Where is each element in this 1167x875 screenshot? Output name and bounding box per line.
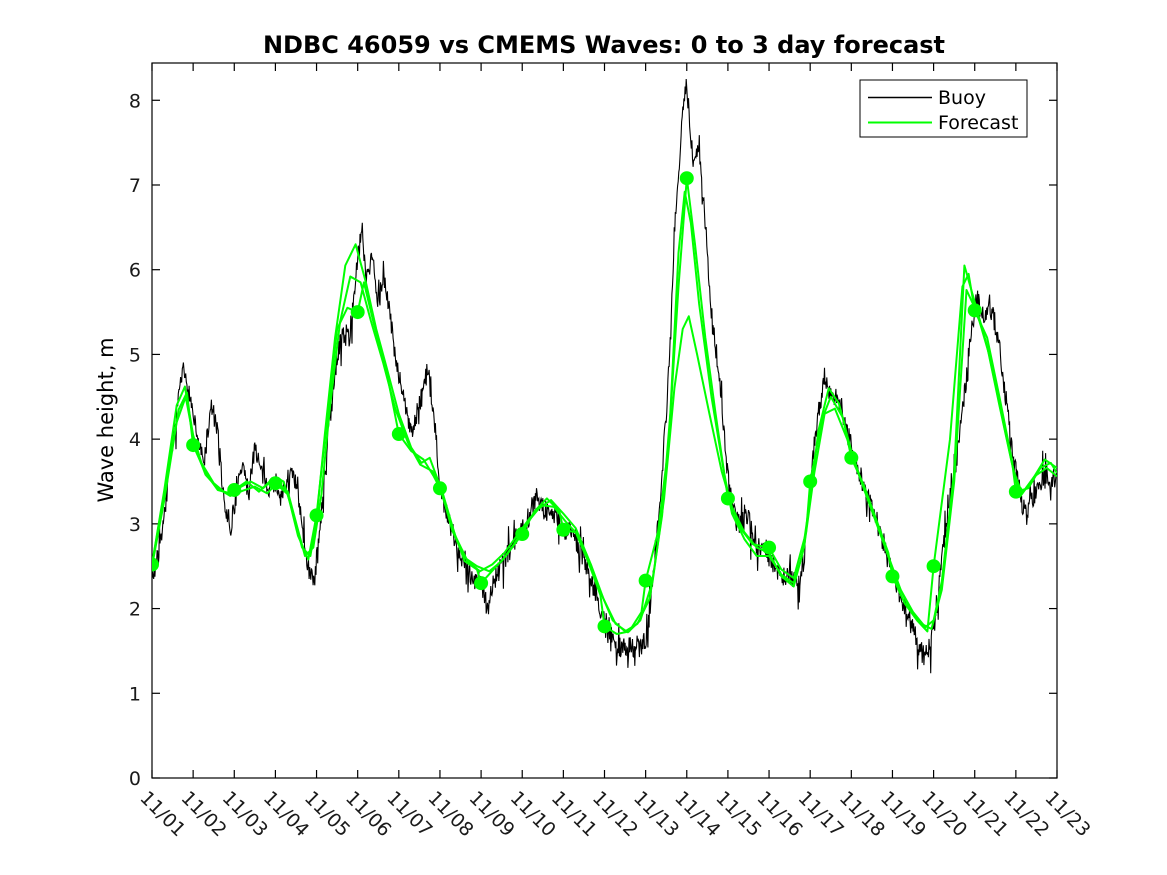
forecast-start-marker (720, 491, 735, 506)
forecast-start-marker (432, 481, 447, 496)
y-tick-label: 6 (129, 260, 141, 282)
y-tick-label: 0 (129, 768, 141, 790)
forecast-start-marker (885, 569, 900, 584)
forecast-start-marker (967, 303, 982, 318)
chart-title: NDBC 46059 vs CMEMS Waves: 0 to 3 day fo… (263, 31, 945, 59)
forecast-start-marker (186, 438, 201, 453)
forecast-start-marker (474, 576, 489, 591)
y-axis-label: Wave height, m (94, 337, 118, 502)
y-tick-label: 1 (129, 683, 141, 705)
y-tick-label: 5 (129, 344, 141, 366)
forecast-start-marker (1008, 484, 1023, 499)
forecast-start-marker (638, 573, 653, 588)
forecast-start-marker (309, 508, 324, 523)
forecast-start-marker (762, 540, 777, 555)
y-tick-label: 4 (129, 429, 141, 451)
forecast-line-2 (152, 275, 1057, 634)
forecast-start-marker (227, 482, 242, 497)
forecast-start-marker (391, 427, 406, 442)
y-tick-label: 2 (129, 599, 141, 621)
forecast-start-marker (152, 557, 159, 572)
forecast-start-marker (556, 522, 571, 537)
forecast-start-marker (926, 559, 941, 574)
forecast-start-marker (844, 450, 859, 465)
legend: Buoy Forecast (859, 79, 1028, 138)
forecast-start-marker (679, 171, 694, 186)
forecast-start-marker (597, 619, 612, 634)
y-tick-label: 7 (129, 175, 141, 197)
forecast-start-marker (268, 476, 283, 491)
forecast-start-marker (350, 305, 365, 320)
legend-label-forecast: Forecast (938, 112, 1018, 134)
y-tick-label: 3 (129, 514, 141, 536)
forecast-start-marker (515, 527, 530, 542)
y-tick-label: 8 (129, 90, 141, 112)
legend-box (859, 79, 1028, 138)
series-group (152, 78, 1057, 674)
legend-label-buoy: Buoy (938, 87, 986, 109)
forecast-start-marker (803, 474, 818, 489)
